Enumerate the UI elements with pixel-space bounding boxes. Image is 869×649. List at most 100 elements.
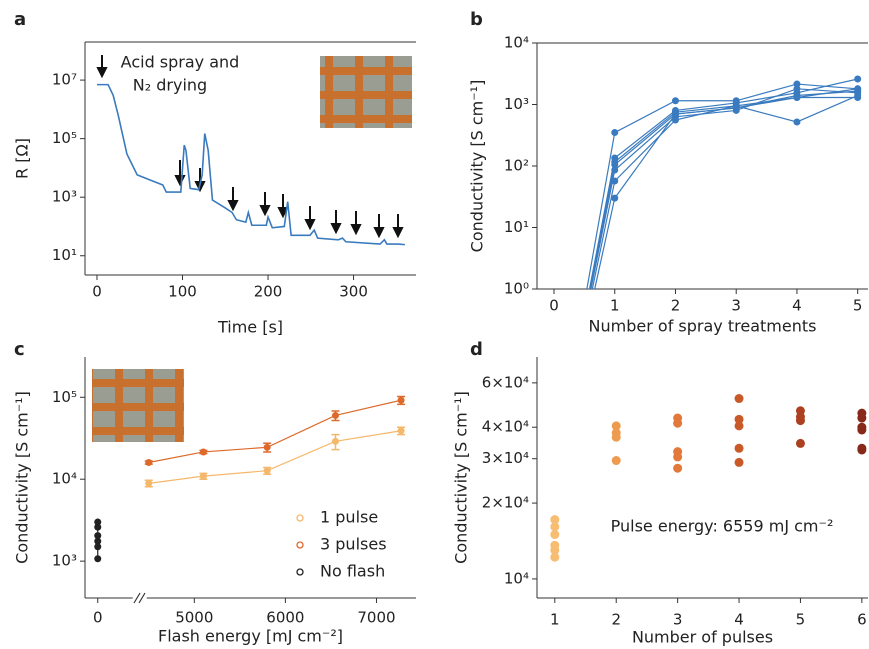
data-point bbox=[551, 470, 558, 477]
data-point bbox=[673, 463, 683, 473]
data-point bbox=[854, 75, 862, 83]
x-axis-label: Time [s] bbox=[217, 318, 283, 337]
data-point bbox=[331, 437, 339, 445]
data-point bbox=[94, 518, 102, 526]
data-point bbox=[611, 432, 621, 442]
data-point bbox=[263, 443, 271, 451]
x-axis-label: Number of spray treatments bbox=[589, 317, 817, 336]
data-point bbox=[611, 129, 619, 137]
x-tick-label: 5 bbox=[796, 611, 806, 629]
y-axis-label: R [Ω] bbox=[13, 138, 32, 179]
y-tick-label: 10² bbox=[504, 157, 529, 175]
spray-arrows bbox=[96, 55, 404, 239]
data-point bbox=[331, 411, 339, 419]
series-line bbox=[586, 83, 858, 289]
x-tick-label: 0 bbox=[92, 283, 102, 301]
x-tick-label: 1 bbox=[610, 297, 620, 315]
data-point bbox=[611, 194, 619, 202]
series-line bbox=[148, 399, 402, 464]
data-point bbox=[793, 93, 801, 101]
data-point bbox=[550, 515, 560, 525]
data-point bbox=[611, 161, 619, 169]
annotation: Acid spray and bbox=[121, 53, 240, 72]
x-tick-label: 7000 bbox=[357, 609, 395, 627]
data-point bbox=[734, 443, 744, 453]
series-line bbox=[148, 430, 402, 484]
axis-break bbox=[133, 592, 146, 604]
x-tick-label: 1 bbox=[550, 611, 560, 629]
plot-area bbox=[94, 395, 406, 563]
x-tick-label: 6000 bbox=[266, 609, 304, 627]
x-tick-label: 2 bbox=[671, 297, 681, 315]
x-tick-label: 4 bbox=[734, 611, 744, 629]
data-point bbox=[795, 416, 805, 426]
data-point bbox=[551, 470, 558, 477]
y-tick-label: 3×10⁴ bbox=[482, 449, 529, 467]
x-tick-label: 0 bbox=[93, 609, 103, 627]
x-axis-label: Number of pulses bbox=[632, 628, 773, 647]
y-tick-label: 10¹ bbox=[52, 246, 77, 264]
data-point bbox=[397, 396, 405, 404]
legend-marker bbox=[296, 568, 304, 576]
series-line bbox=[590, 88, 858, 289]
data-point bbox=[550, 522, 560, 532]
data-point bbox=[611, 166, 619, 174]
data-point bbox=[611, 177, 619, 185]
data-point bbox=[199, 472, 207, 480]
data-point bbox=[854, 85, 862, 93]
y-tick-label: 10⁴ bbox=[504, 34, 529, 52]
series-line bbox=[96, 83, 405, 246]
data-point bbox=[671, 97, 679, 105]
data-point bbox=[550, 545, 560, 555]
y-tick-label: 10³ bbox=[52, 552, 77, 570]
y-tick-label: 10⁵ bbox=[52, 388, 77, 406]
y-tick-label: 10¹ bbox=[504, 218, 529, 236]
x-tick-label: 100 bbox=[168, 283, 197, 301]
legend-marker bbox=[296, 541, 304, 549]
legend-marker bbox=[296, 514, 304, 522]
data-point bbox=[671, 116, 679, 124]
data-point bbox=[854, 93, 862, 101]
legend-label: 1 pulse bbox=[320, 508, 378, 527]
data-point bbox=[145, 458, 153, 466]
x-tick-label: 2 bbox=[611, 611, 621, 629]
data-point bbox=[795, 438, 805, 448]
y-axis-label: Conductivity [S cm⁻¹] bbox=[452, 391, 471, 564]
panel-label: b bbox=[470, 9, 483, 30]
data-point bbox=[550, 530, 560, 540]
data-point bbox=[734, 394, 744, 404]
data-point bbox=[551, 470, 558, 477]
x-tick-label: 3 bbox=[673, 611, 683, 629]
data-point bbox=[94, 555, 102, 563]
x-tick-label: 300 bbox=[339, 283, 368, 301]
data-point bbox=[551, 470, 558, 477]
data-point bbox=[551, 470, 558, 477]
data-point bbox=[94, 543, 102, 551]
x-tick-label: 4 bbox=[792, 297, 802, 315]
data-point bbox=[734, 457, 744, 467]
legend-label: 3 pulses bbox=[320, 535, 387, 554]
data-point bbox=[671, 110, 679, 118]
data-point bbox=[611, 421, 621, 431]
legend-label: No flash bbox=[320, 562, 385, 581]
x-tick-label: 6 bbox=[857, 611, 867, 629]
series-line bbox=[589, 90, 858, 289]
series-line bbox=[594, 88, 858, 289]
data-point bbox=[611, 456, 621, 466]
y-tick-label: 2×10⁴ bbox=[482, 494, 529, 512]
data-point bbox=[94, 537, 102, 545]
y-tick-label: 10⁵ bbox=[52, 129, 77, 147]
y-axis-label: Conductivity [S cm⁻¹] bbox=[468, 80, 487, 253]
annotation: N₂ drying bbox=[133, 76, 207, 95]
data-point bbox=[199, 448, 207, 456]
y-tick-label: 10³ bbox=[504, 95, 529, 113]
y-axis-label: Conductivity [S cm⁻¹] bbox=[13, 391, 32, 564]
panel-label: a bbox=[14, 9, 26, 30]
data-point bbox=[857, 413, 867, 423]
series-line bbox=[589, 94, 858, 289]
series-line bbox=[588, 78, 858, 289]
y-tick-label: 10⁴ bbox=[504, 569, 529, 587]
data-point bbox=[94, 523, 102, 531]
plot-area bbox=[96, 83, 405, 246]
data-point bbox=[857, 445, 867, 455]
